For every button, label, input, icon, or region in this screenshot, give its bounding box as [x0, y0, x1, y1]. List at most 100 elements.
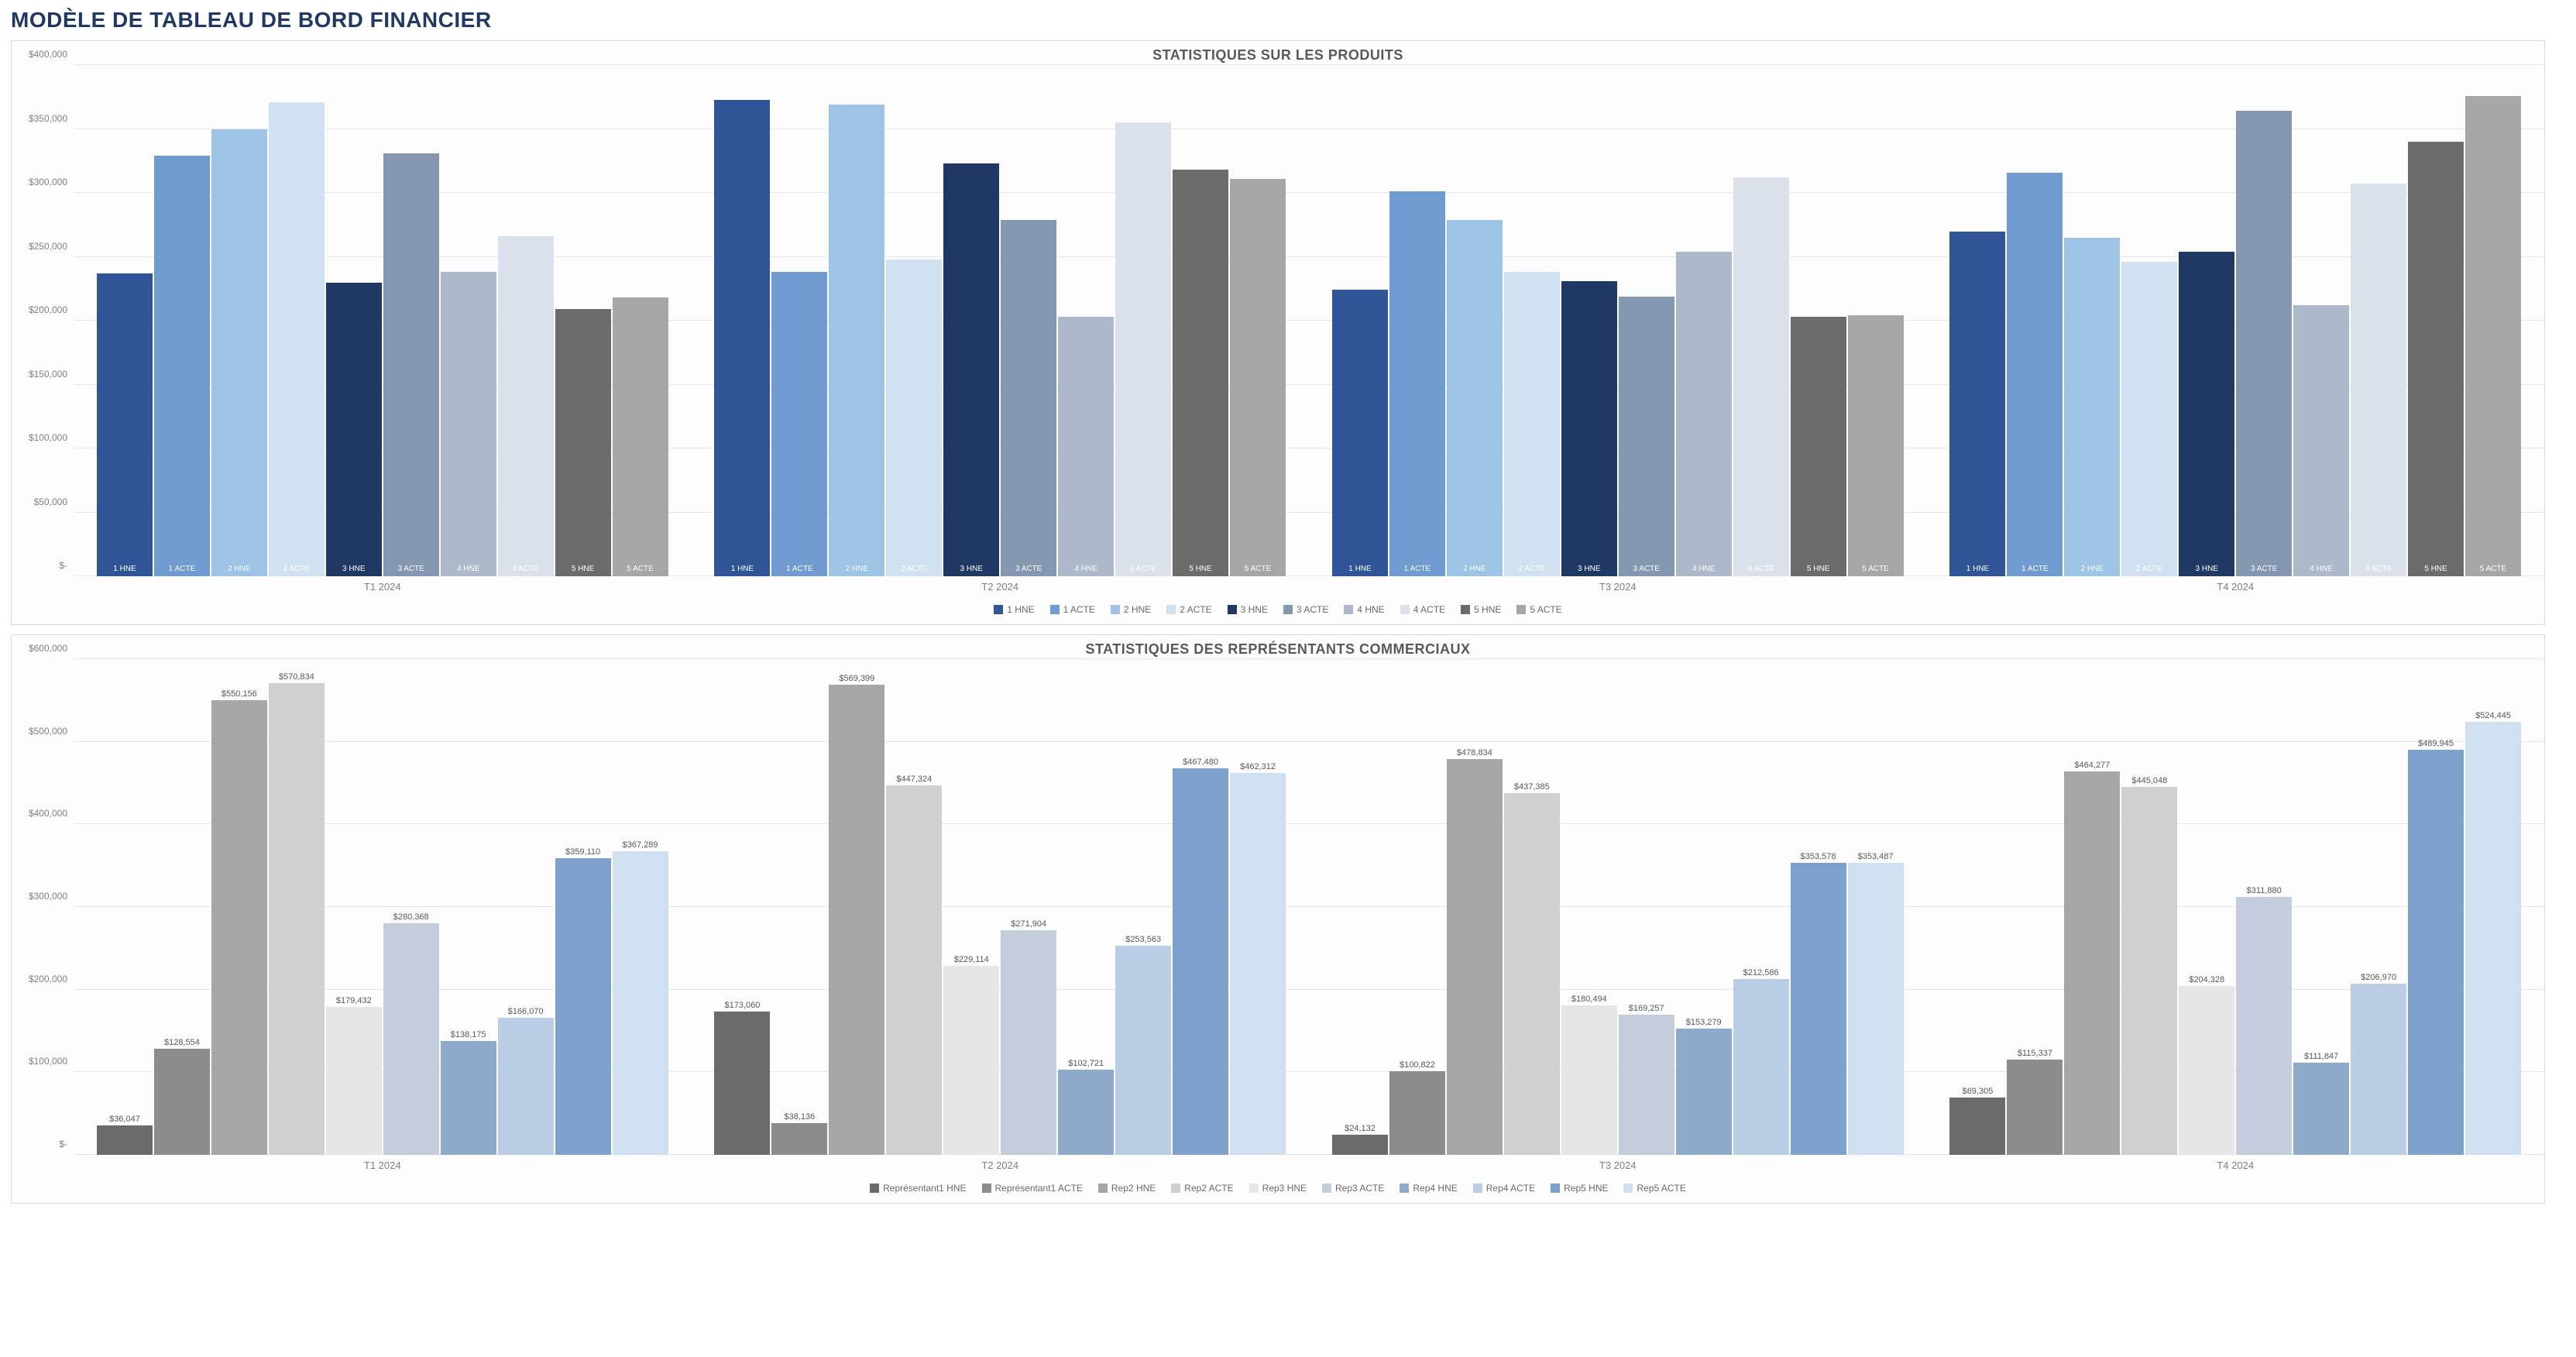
bar: $467,480 — [1173, 768, 1228, 1155]
y-axis: $-$100,000$200,000$300,000$400,000$500,0… — [12, 659, 74, 1155]
bar-series-label: 4 ACTE — [498, 565, 554, 573]
y-tick-label: $50,000 — [34, 496, 67, 507]
bar: 1 HNE — [1949, 232, 2005, 577]
legend-swatch — [870, 1184, 879, 1193]
y-tick-label: $200,000 — [29, 304, 67, 315]
bar: 5 ACTE — [1230, 179, 1286, 576]
bar-value-label: $179,432 — [336, 996, 372, 1005]
x-tick-label: T1 2024 — [74, 1155, 692, 1178]
reps-chart-plot: $-$100,000$200,000$300,000$400,000$500,0… — [12, 659, 2544, 1155]
legend-label: 2 ACTE — [1180, 604, 1211, 615]
y-tick-label: $400,000 — [29, 49, 67, 60]
bar: 4 ACTE — [498, 236, 554, 576]
bar-value-label: $489,945 — [2418, 739, 2454, 748]
bar: $206,970 — [2351, 984, 2406, 1155]
legend-label: 4 HNE — [1357, 604, 1384, 615]
bar-series-label: 1 HNE — [97, 565, 153, 573]
y-tick-label: $150,000 — [29, 369, 67, 380]
bar: $353,578 — [1791, 863, 1846, 1155]
bar-series-label: 3 ACTE — [2236, 565, 2292, 573]
bar-value-label: $173,060 — [725, 1001, 761, 1010]
legend-swatch — [1111, 605, 1120, 614]
bar-series-label: 4 HNE — [1676, 565, 1732, 573]
x-tick-label: T4 2024 — [1927, 1155, 2545, 1178]
bar: 2 HNE — [1447, 220, 1503, 576]
bar-group: $173,060$38,136$569,399$447,324$229,114$… — [692, 659, 1310, 1155]
legend-swatch — [1344, 605, 1353, 614]
legend-swatch — [1050, 605, 1060, 614]
bar-series-label: 5 ACTE — [2465, 565, 2521, 573]
bar-series-label: 3 HNE — [1561, 565, 1617, 573]
legend-item: 3 HNE — [1228, 604, 1268, 615]
bar-series-label: 4 HNE — [2293, 565, 2349, 573]
bar-value-label: $447,324 — [896, 775, 932, 784]
x-tick-label: T2 2024 — [692, 1155, 1310, 1178]
bar-series-label: 3 HNE — [943, 565, 999, 573]
bar: 2 HNE — [2064, 238, 2120, 576]
bar-value-label: $36,047 — [109, 1115, 140, 1124]
plot-area: $36,047$128,554$550,156$570,834$179,432$… — [74, 659, 2544, 1155]
legend-label: Rep2 ACTE — [1184, 1183, 1233, 1194]
bar: 2 HNE — [829, 105, 884, 576]
bar: $153,279 — [1676, 1029, 1732, 1155]
bar-value-label: $359,110 — [565, 847, 600, 857]
bar-series-label: 3 HNE — [2179, 565, 2234, 573]
bar-value-label: $550,156 — [222, 689, 257, 699]
legend-label: Rep4 HNE — [1413, 1183, 1457, 1194]
bar-series-label: 1 HNE — [1949, 565, 2005, 573]
y-tick-label: $200,000 — [29, 974, 67, 984]
bar-value-label: $353,578 — [1801, 852, 1836, 861]
bar: $179,432 — [326, 1007, 382, 1155]
legend-item: 2 HNE — [1111, 604, 1151, 615]
bar: 1 ACTE — [2007, 173, 2063, 576]
bar-value-label: $169,257 — [1629, 1004, 1664, 1013]
legend-swatch — [1283, 605, 1293, 614]
bar-group: 1 HNE1 ACTE2 HNE2 ACTE3 HNE3 ACTE4 HNE4 … — [692, 65, 1310, 576]
legend-label: 5 ACTE — [1530, 604, 1561, 615]
bar: 3 ACTE — [2236, 111, 2292, 576]
bar-value-label: $204,328 — [2189, 975, 2224, 984]
legend-label: Rep4 ACTE — [1486, 1183, 1535, 1194]
bar: $367,289 — [613, 851, 668, 1155]
bar: $464,277 — [2064, 771, 2120, 1155]
legend-item: 4 ACTE — [1400, 604, 1445, 615]
bar-value-label: $353,487 — [1858, 852, 1894, 861]
bar: $102,721 — [1058, 1070, 1114, 1155]
bar-value-label: $212,586 — [1743, 968, 1779, 977]
legend-swatch — [1461, 605, 1470, 614]
legend-item: Rep2 HNE — [1098, 1183, 1156, 1194]
legend-swatch — [1322, 1184, 1331, 1193]
bar-series-label: 3 HNE — [326, 565, 382, 573]
bar-series-label: 1 ACTE — [2007, 565, 2063, 573]
bar-series-label: 4 ACTE — [2351, 565, 2406, 573]
bar: $550,156 — [211, 700, 267, 1155]
legend-item: Représentant1 HNE — [870, 1183, 966, 1194]
bar-series-label: 2 ACTE — [1504, 565, 1560, 573]
legend-swatch — [994, 605, 1003, 614]
y-tick-label: $300,000 — [29, 177, 67, 187]
legend-item: 3 ACTE — [1283, 604, 1328, 615]
bar-value-label: $271,904 — [1011, 919, 1046, 929]
legend-item: 5 ACTE — [1516, 604, 1561, 615]
bar-value-label: $128,554 — [164, 1038, 200, 1047]
bar: $138,175 — [441, 1041, 496, 1155]
bar: $24,132 — [1332, 1135, 1388, 1155]
y-tick-label: $- — [59, 1139, 67, 1149]
y-tick-label: $- — [59, 560, 67, 571]
bar-group: 1 HNE1 ACTE2 HNE2 ACTE3 HNE3 ACTE4 HNE4 … — [1927, 65, 2545, 576]
bar: $253,563 — [1115, 946, 1171, 1155]
bar-series-label: 5 HNE — [1791, 565, 1846, 573]
legend-label: Rep3 HNE — [1262, 1183, 1307, 1194]
bar-value-label: $206,970 — [2361, 973, 2396, 982]
bar: $100,822 — [1389, 1071, 1445, 1155]
bar: 5 HNE — [1791, 317, 1846, 576]
bar: 5 HNE — [2408, 142, 2464, 576]
bar: 2 ACTE — [886, 259, 942, 576]
legend-item: Rep4 ACTE — [1473, 1183, 1535, 1194]
legend-label: 4 ACTE — [1413, 604, 1445, 615]
bar-value-label: $111,847 — [2304, 1052, 2338, 1061]
bar: 5 ACTE — [613, 297, 668, 576]
bar: $173,060 — [714, 1012, 770, 1155]
bar: $38,136 — [771, 1123, 827, 1155]
bar-series-label: 4 HNE — [441, 565, 496, 573]
